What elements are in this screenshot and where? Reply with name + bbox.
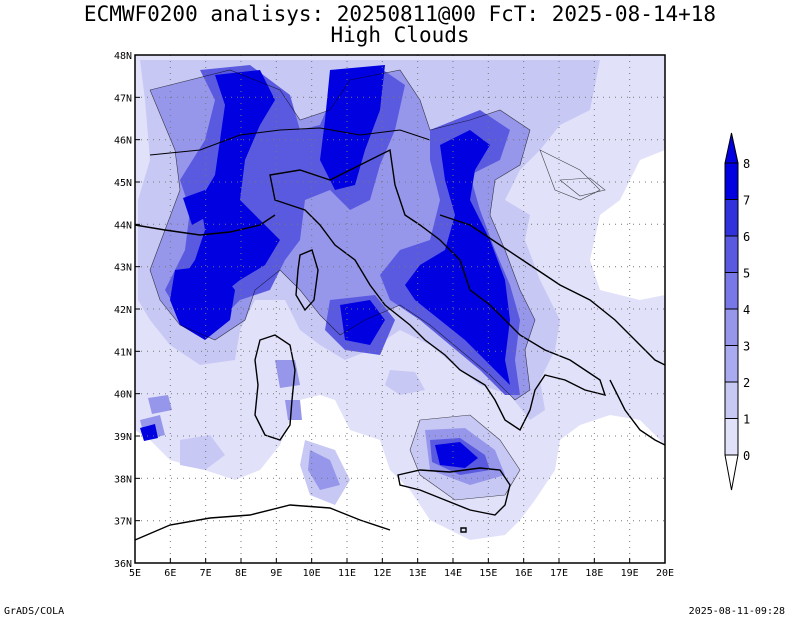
lat-tick-label: 44N [114,220,132,231]
colorbar-segment [724,235,739,273]
colorbar-label: 0 [743,449,750,463]
map-panel: 5E 6E 7E 8E 9E 10E 11E 12E 13E 14E 15E 16E 17E 18E 19E… [114,51,674,579]
lat-tick-label: 36N [114,559,132,570]
colorbar-label: 8 [743,157,750,171]
lon-tick-label: 6E [164,568,176,579]
lat-tick-label: 42N [114,305,132,316]
lat-tick-label: 39N [114,432,132,443]
footer-credit: GrADS/COLA [4,606,64,617]
footer-timestamp: 2025-08-11-09:28 [689,606,785,617]
lat-tick-label: 45N [114,178,132,189]
colorbar-label: 1 [743,413,750,427]
lon-tick-label: 10E [303,568,321,579]
gridlines [135,55,665,563]
colorbar-max-triangle [724,132,739,164]
colorbar-segment [724,418,739,456]
lon-tick-label: 11E [338,568,356,579]
colorbar-min-triangle [724,454,739,491]
title-line-2: High Clouds [330,23,469,47]
lon-tick-label: 8E [235,568,247,579]
lon-tick-label: 17E [550,568,568,579]
lon-tick-label: 12E [373,568,391,579]
cloud-field [135,55,665,540]
title-line-1: ECMWF0200 analisys: 20250811@00 FcT: 202… [84,2,716,26]
lon-tick-label: 19E [621,568,639,579]
lon-tick-label: 20E [656,568,674,579]
colorbar-label: 2 [743,376,750,390]
lon-tick-label: 7E [200,568,212,579]
lat-tick-label: 37N [114,517,132,528]
lat-tick-label: 47N [114,93,132,104]
colorbar: 0 1 2 3 4 5 6 7 8 [724,132,750,491]
colorbar-label: 3 [743,340,750,354]
lat-tick-label: 38N [114,474,132,485]
lat-tick-label: 40N [114,390,132,401]
lat-tick-label: 48N [114,51,132,62]
lon-tick-label: 18E [585,568,603,579]
colorbar-segment [724,345,739,383]
lon-tick-label: 5E [129,568,141,579]
longitude-axis: 5E 6E 7E 8E 9E 10E 11E 12E 13E 14E 15E 16E 17E 18E 19E… [129,558,674,579]
colorbar-label: 7 [743,194,750,208]
lon-tick-label: 9E [270,568,282,579]
colorbar-segment [724,308,739,346]
coastlines [135,127,665,541]
colorbar-label: 4 [743,303,750,317]
colorbar-segment [724,162,739,200]
lon-tick-label: 14E [444,568,462,579]
colorbar-segment [724,199,739,237]
lat-tick-label: 46N [114,136,132,147]
lon-tick-label: 15E [479,568,497,579]
colorbar-label: 6 [743,230,750,244]
colorbar-segment [724,381,739,419]
contour-lines [149,69,606,501]
lon-tick-label: 16E [515,568,533,579]
latitude-axis: 36N 37N 38N 39N 40N 41N 42N 43N 44N 45N 46N 47N 48N [114,51,140,570]
lon-tick-label: 13E [409,568,427,579]
lat-tick-label: 41N [114,347,132,358]
colorbar-label: 5 [743,267,750,281]
colorbar-segment [724,272,739,310]
lat-tick-label: 43N [114,263,132,274]
